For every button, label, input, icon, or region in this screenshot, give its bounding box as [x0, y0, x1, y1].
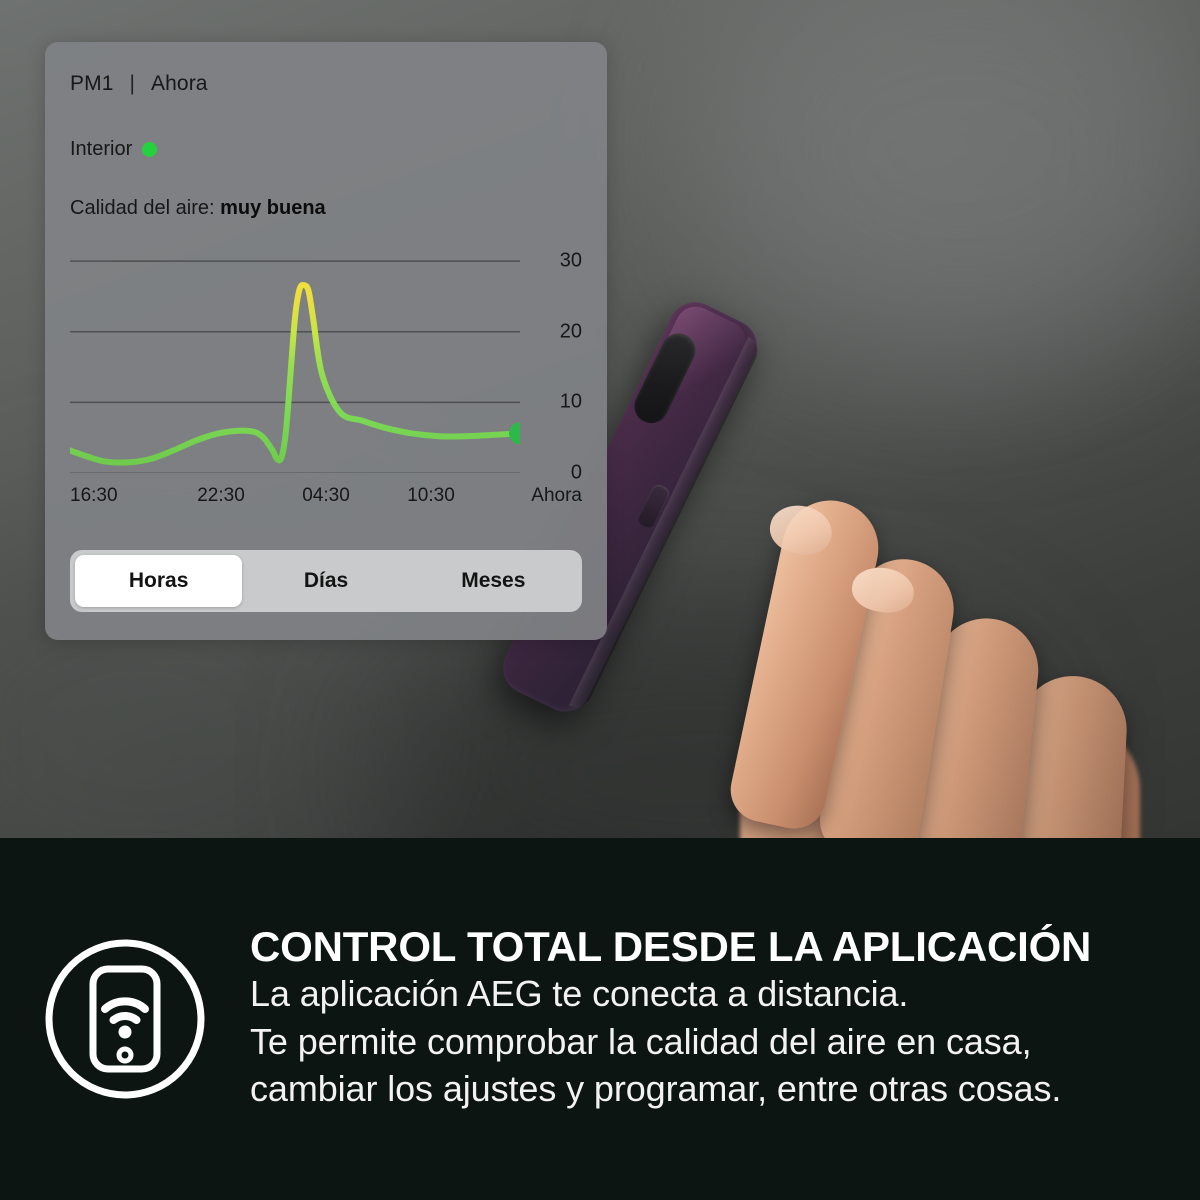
background-blur-highlight	[700, 0, 1200, 360]
banner-text-block: CONTROL TOTAL DESDE LA APLICACIÓN La apl…	[250, 925, 1200, 1112]
feature-banner: CONTROL TOTAL DESDE LA APLICACIÓN La apl…	[0, 838, 1200, 1200]
status-dot-green-icon	[142, 142, 158, 157]
segment-horas[interactable]: Horas	[75, 555, 243, 607]
chart-x-tick-label: 16:30	[70, 485, 118, 506]
chart-x-tick-label: Ahora	[531, 485, 582, 506]
air-quality-card: PM1 | Ahora Interior Calidad del aire: m…	[45, 42, 607, 640]
chart-plot-svg	[70, 260, 520, 473]
header-time-label: Ahora	[151, 72, 208, 95]
chart-y-axis-labels: 0 10 20 30	[522, 247, 582, 484]
chart-endpoint-marker	[509, 422, 520, 445]
segment-das[interactable]: Días	[303, 569, 349, 592]
chart-y-tick-label: 0	[570, 461, 582, 484]
phone-wifi-circle-icon	[0, 933, 250, 1105]
card-header: PM1 | Ahora	[70, 72, 208, 96]
segment-meses[interactable]: Meses	[461, 569, 526, 592]
chart-x-axis-labels: 16:30 22:30 04:30 10:30 Ahora	[70, 485, 582, 507]
air-quality-label: Calidad del aire:	[70, 197, 215, 219]
air-quality-value: muy buena	[220, 197, 326, 219]
air-quality-chart: 0 10 20 30 16:30 22:30 04:30 10:30 Ahora	[70, 247, 582, 517]
chart-x-tick-label: 04:30	[302, 485, 350, 506]
chart-y-tick-label: 20	[559, 320, 582, 343]
chart-series-line	[70, 281, 520, 466]
chart-y-tick-label: 30	[559, 249, 582, 272]
chart-y-tick-label: 10	[559, 390, 582, 413]
location-label: Interior	[70, 138, 133, 160]
air-quality-row: Calidad del aire: muy buena	[70, 197, 326, 220]
header-separator: |	[129, 72, 136, 95]
banner-body-line-3: cambiar los ajustes y programar, entre o…	[250, 1068, 1062, 1110]
chart-x-tick-label: 22:30	[197, 485, 245, 506]
chart-x-tick-label: 10:30	[407, 485, 455, 506]
phone-wifi-icon-svg	[45, 939, 205, 1099]
product-photo-background: PM1 | Ahora Interior Calidad del aire: m…	[0, 0, 1200, 838]
banner-headline: CONTROL TOTAL DESDE LA APLICACIÓN	[250, 923, 1092, 971]
time-range-segmented-control[interactable]: Horas Días Meses	[70, 550, 582, 612]
chart-gridlines	[70, 260, 520, 473]
location-row: Interior	[70, 138, 158, 161]
banner-body-line-1: La aplicación AEG te conecta a distancia…	[250, 972, 909, 1014]
hand-holding-phone	[700, 470, 1200, 838]
metric-label: PM1	[70, 72, 114, 95]
banner-body-line-2: Te permite comprobar la calidad del aire…	[250, 1020, 1032, 1062]
